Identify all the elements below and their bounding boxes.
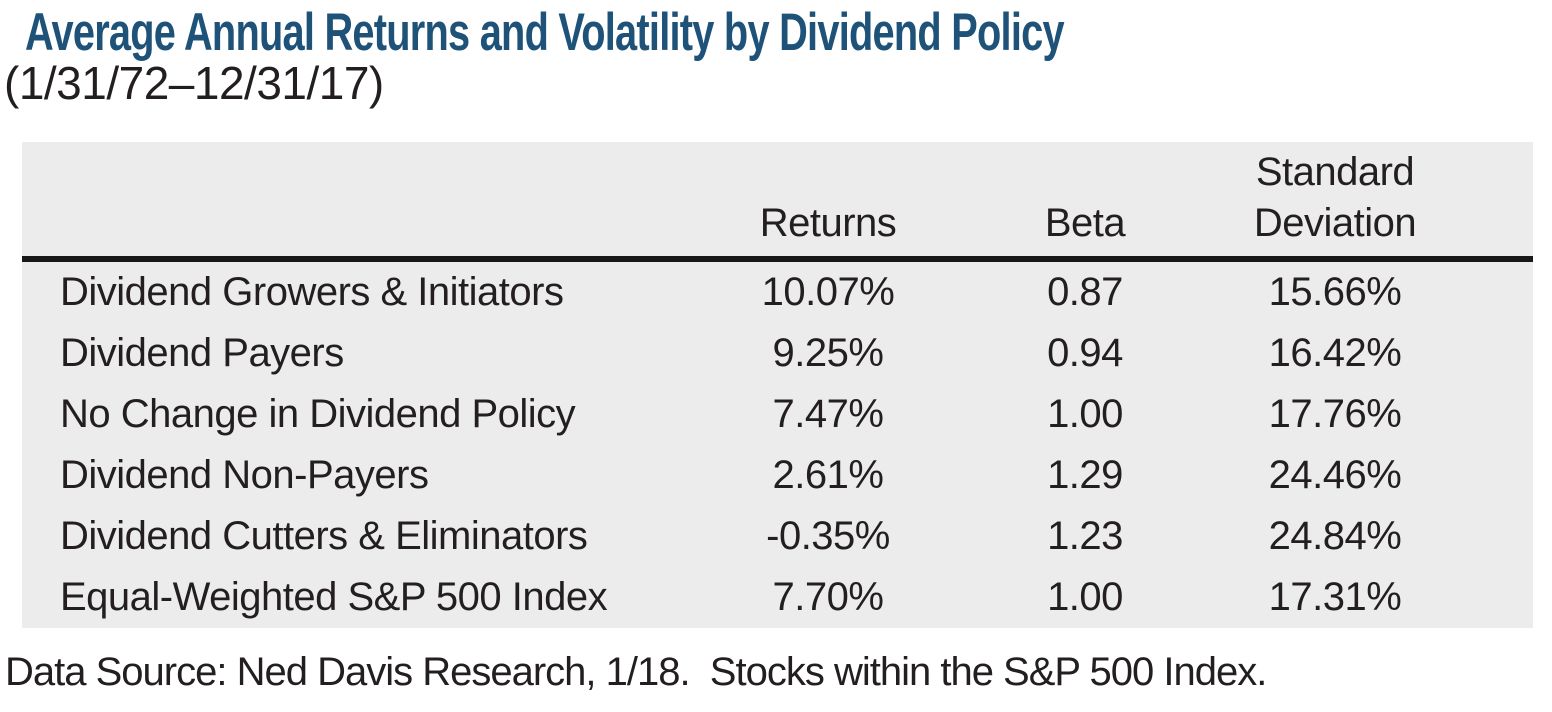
header-rule <box>22 256 1533 262</box>
returns-value: -0.35% <box>766 514 890 558</box>
source-note: Data Source: Ned Davis Research, 1/18. S… <box>5 650 1267 694</box>
row-label: Dividend Non-Payers <box>60 453 429 497</box>
row-label: Dividend Cutters & Eliminators <box>60 514 588 558</box>
returns-value: 9.25% <box>772 331 884 375</box>
date-range-subtitle: (1/31/72–12/31/17) <box>4 57 384 109</box>
table-row: No Change in Dividend Policy 7.47% 1.00 … <box>22 384 1533 445</box>
std-deviation-value: 16.42% <box>1268 331 1402 375</box>
col-header-std-deviation: Standard Deviation <box>1216 147 1454 256</box>
returns-volatility-table: Returns Beta Standard Deviation Dividend… <box>22 142 1533 628</box>
row-label: Equal-Weighted S&P 500 Index <box>60 575 608 619</box>
beta-value: 1.29 <box>1047 453 1123 497</box>
returns-value: 10.07% <box>761 270 895 314</box>
row-label: Dividend Growers & Initiators <box>60 270 564 314</box>
std-deviation-value: 17.76% <box>1268 392 1402 436</box>
beta-value: 0.94 <box>1047 331 1123 375</box>
table-row: Equal-Weighted S&P 500 Index 7.70% 1.00 … <box>22 567 1533 628</box>
table-row: Dividend Cutters & Eliminators -0.35% 1.… <box>22 506 1533 567</box>
std-deviation-value: 15.66% <box>1268 270 1402 314</box>
table-row: Dividend Growers & Initiators 10.07% 0.8… <box>22 262 1533 323</box>
beta-value: 1.00 <box>1047 392 1123 436</box>
row-label: No Change in Dividend Policy <box>60 392 576 436</box>
returns-value: 7.70% <box>772 575 884 619</box>
table-header-row: Returns Beta Standard Deviation <box>22 142 1533 256</box>
col-header-beta: Beta <box>1044 201 1126 245</box>
col-header-returns: Returns <box>759 201 897 245</box>
col-header-empty <box>22 249 702 256</box>
beta-value: 1.23 <box>1047 514 1123 558</box>
table-row: Dividend Non-Payers 2.61% 1.29 24.46% <box>22 445 1533 506</box>
table-row: Dividend Payers 9.25% 0.94 16.42% <box>22 323 1533 384</box>
std-deviation-value: 24.84% <box>1268 514 1402 558</box>
row-label: Dividend Payers <box>60 331 344 375</box>
returns-value: 2.61% <box>772 453 884 497</box>
beta-value: 0.87 <box>1047 270 1123 314</box>
page-title: Average Annual Returns and Volatility by… <box>25 3 1065 62</box>
returns-value: 7.47% <box>772 392 884 436</box>
col-header-std-deviation-line1: Standard <box>1255 150 1415 194</box>
std-deviation-value: 24.46% <box>1268 453 1402 497</box>
std-deviation-value: 17.31% <box>1268 575 1402 619</box>
beta-value: 1.00 <box>1047 575 1123 619</box>
col-header-std-deviation-line2: Deviation <box>1253 201 1417 245</box>
